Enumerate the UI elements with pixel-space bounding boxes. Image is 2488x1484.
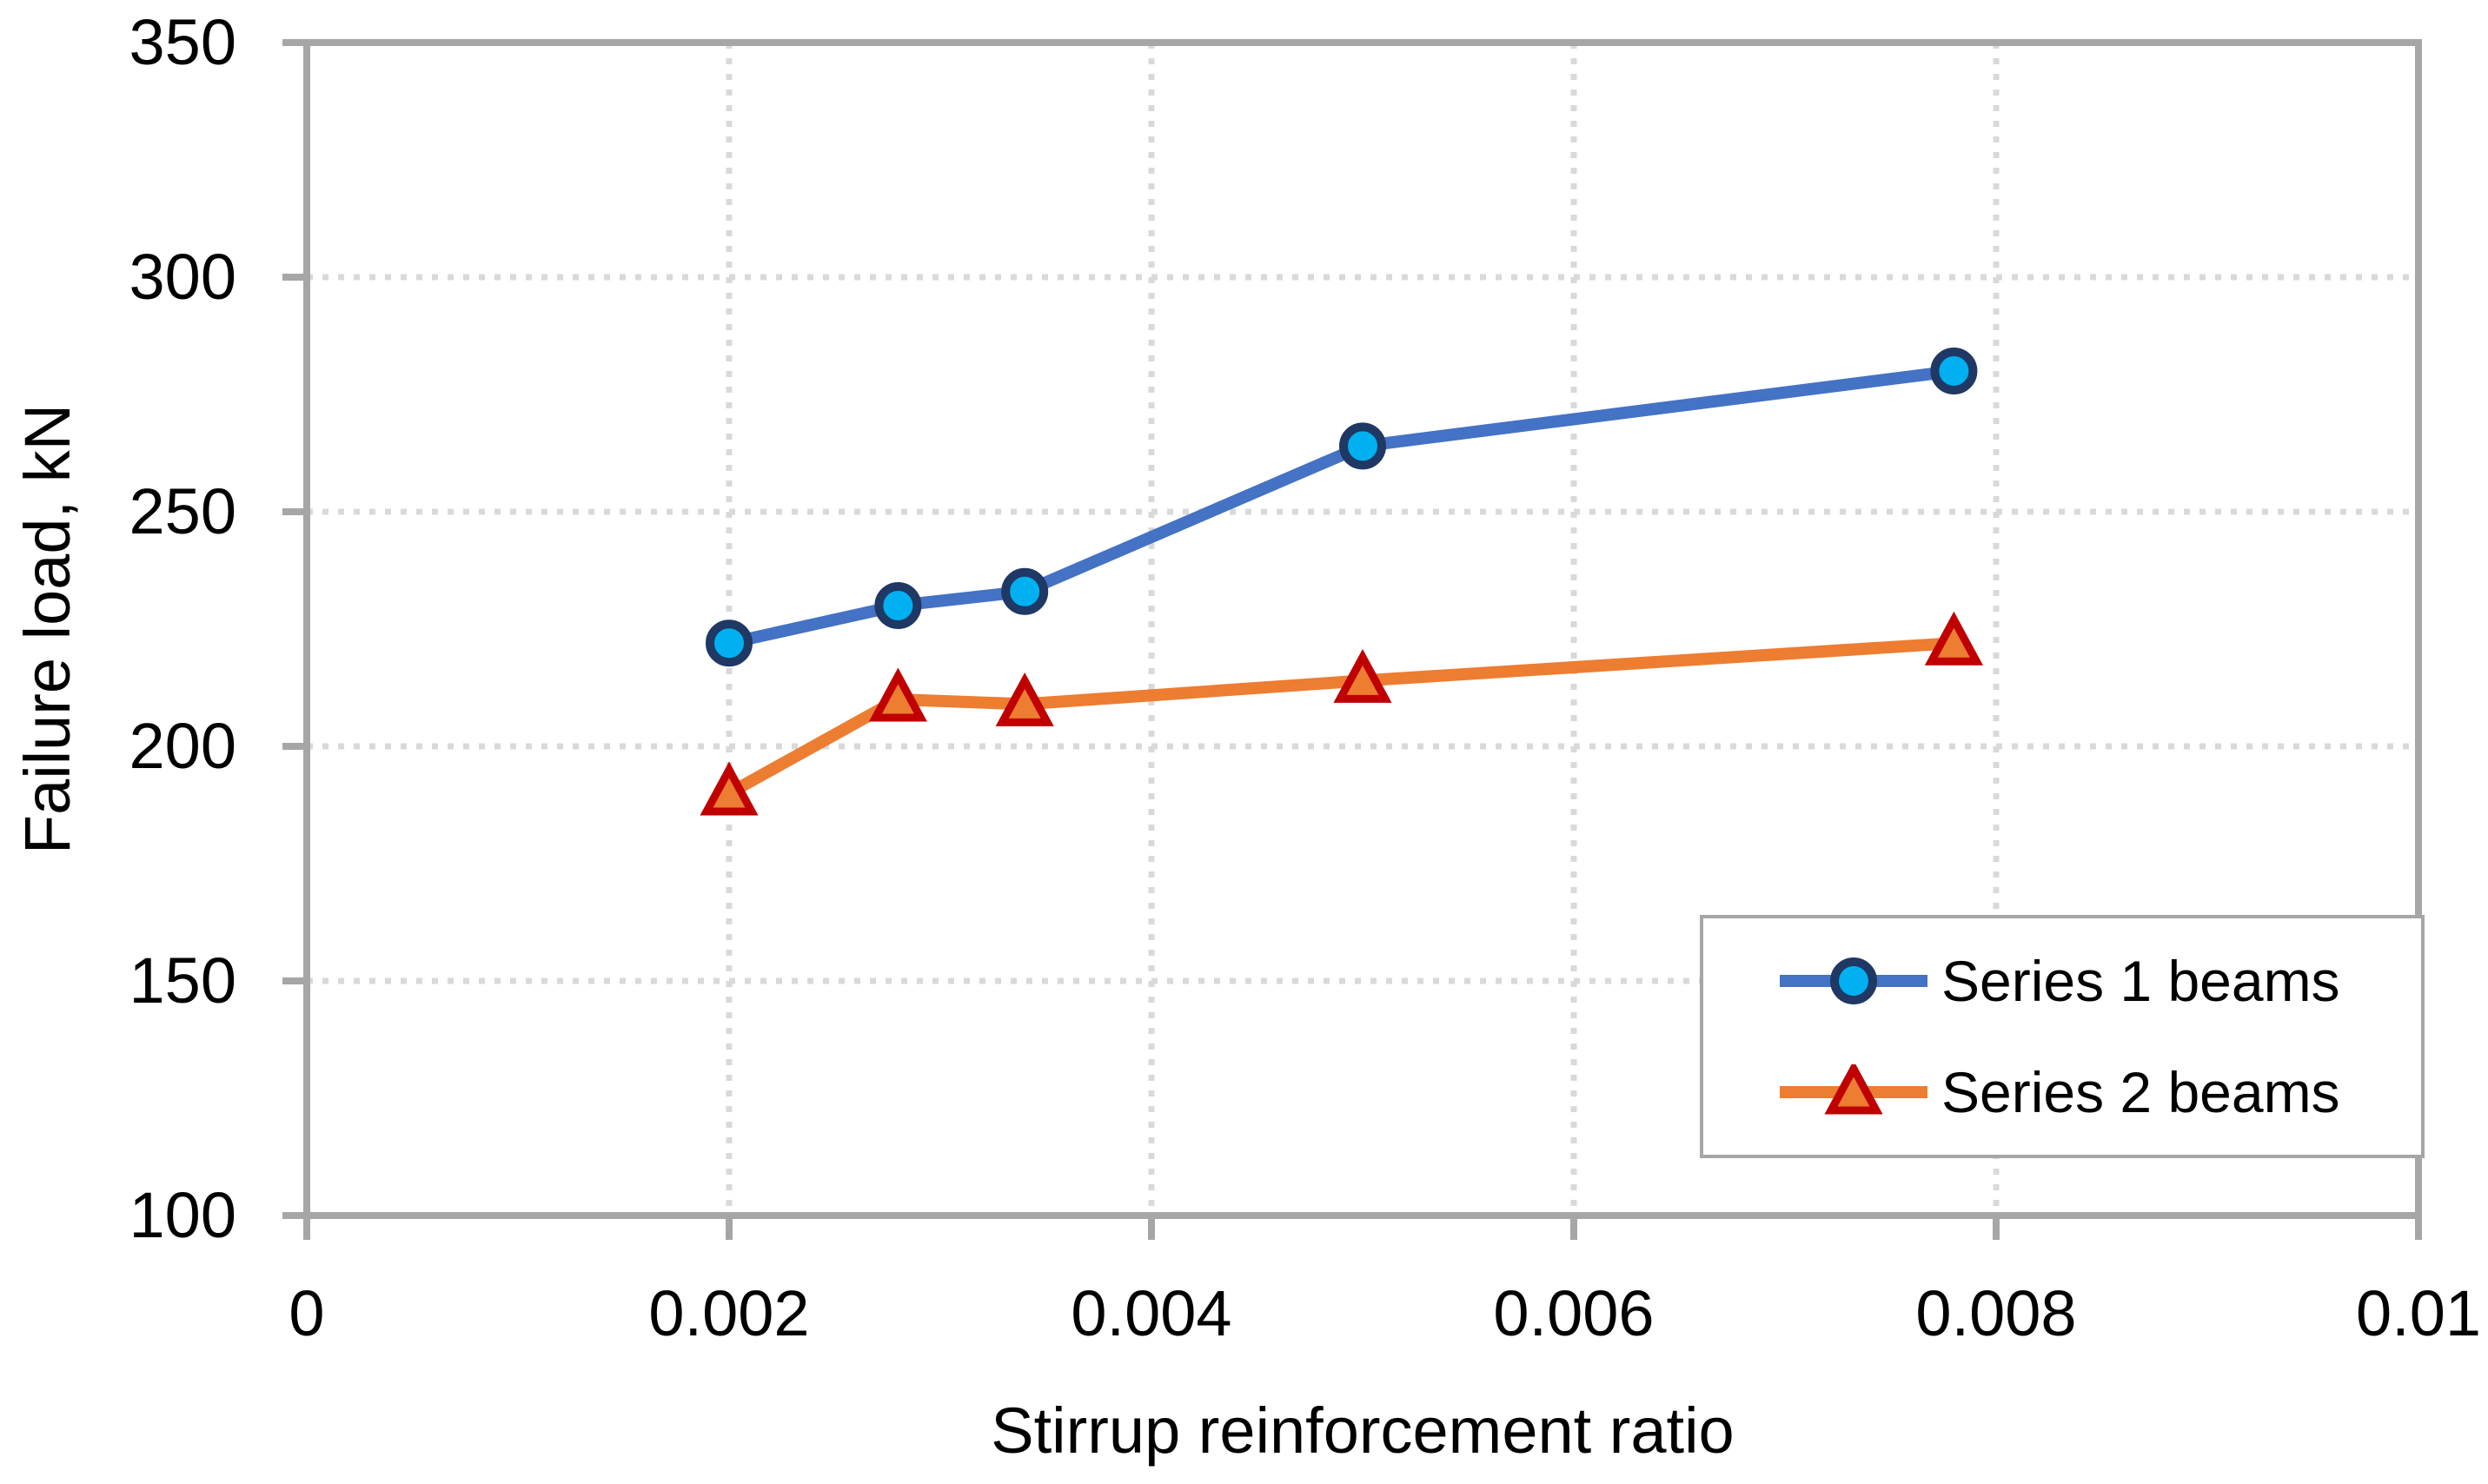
data-point-marker-triangle [700, 761, 759, 816]
y-tick-label: 200 [129, 710, 236, 782]
data-point-marker-circle [874, 582, 922, 629]
x-tick-label: 0.004 [1071, 1277, 1231, 1349]
y-tick-label: 150 [129, 944, 236, 1017]
y-tick-label: 100 [129, 1179, 236, 1251]
x-tick-label: 0.008 [1915, 1277, 2076, 1349]
y-tick-label: 250 [129, 475, 236, 547]
y-tick-label: 300 [129, 241, 236, 313]
legend-label-series-2: Series 2 beams [1941, 1060, 2340, 1124]
x-tick-label: 0.006 [1493, 1277, 1654, 1349]
axes [282, 39, 2422, 1240]
series-1-line-circle-marker-icon [1780, 957, 1927, 1004]
y-axis-title: Failure load, kN [11, 404, 83, 854]
legend-item-series-2: Series 2 beams [1780, 1063, 2412, 1121]
x-tick-label: 0.002 [648, 1277, 809, 1349]
data-point-marker-circle [1339, 422, 1386, 470]
data-point-marker-circle [1830, 957, 1877, 1004]
data-point-marker-circle [1001, 567, 1049, 615]
y-tick-label: 350 [129, 6, 236, 78]
x-axis-title: Stirrup reinforcement ratio [991, 1395, 1734, 1467]
x-tick-label: 0 [289, 1277, 324, 1349]
tick-labels: 0 0.002 0.004 0.006 0.008 0.01 100 150 200 250 300… [129, 6, 2481, 1349]
data-point-marker-triangle [1824, 1064, 1883, 1115]
series [700, 348, 1983, 816]
series-2-line-triangle-marker-icon [1780, 1064, 1927, 1115]
data-point-marker-circle [1930, 348, 1978, 394]
legend-item-series-1: Series 1 beams [1780, 952, 2412, 1010]
x-tick-label: 0.01 [2356, 1277, 2481, 1349]
plot-border [303, 39, 2422, 1219]
data-point-marker-triangle [868, 667, 927, 722]
data-point-marker-triangle [1924, 611, 1983, 666]
data-point-marker-circle [706, 619, 753, 667]
legend-label-series-1: Series 1 beams [1941, 949, 2340, 1013]
legend: Series 1 beams Series 2 beams [1700, 915, 2425, 1158]
data-point-marker-triangle [1333, 648, 1392, 703]
data-point-marker-triangle [995, 672, 1054, 726]
